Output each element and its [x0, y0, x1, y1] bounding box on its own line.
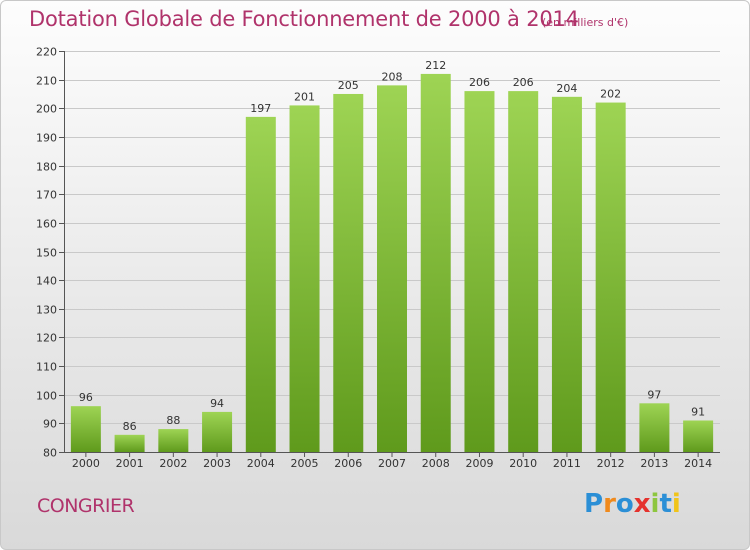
y-tick-label: 190	[36, 132, 57, 145]
x-tick-label: 2001	[116, 457, 144, 470]
y-tick-label: 220	[36, 46, 57, 59]
y-tick-label: 210	[36, 75, 57, 88]
data-label: 201	[294, 90, 315, 103]
proxiti-logo[interactable]: Proxiti	[584, 489, 681, 519]
bar[interactable]	[289, 105, 320, 453]
data-label: 206	[469, 76, 490, 89]
data-label: 96	[79, 391, 93, 404]
bar[interactable]	[377, 85, 407, 452]
data-label: 91	[691, 405, 705, 418]
bars	[70, 73, 714, 453]
bar[interactable]	[70, 406, 101, 452]
y-tick-label: 140	[36, 275, 57, 288]
bar[interactable]	[595, 102, 626, 453]
x-tick-label: 2009	[465, 457, 493, 470]
data-label: 206	[513, 76, 534, 89]
x-tick-label: 2007	[378, 457, 406, 470]
y-tick-label: 110	[36, 361, 57, 374]
data-label: 97	[647, 388, 661, 401]
bar[interactable]	[639, 403, 670, 452]
x-tick-label: 2006	[334, 457, 362, 470]
x-tick-label: 2013	[640, 457, 668, 470]
x-tick-label: 2002	[159, 457, 187, 470]
data-label: 204	[556, 82, 577, 95]
data-label: 197	[250, 102, 271, 115]
y-tick-label: 200	[36, 103, 57, 116]
chart-title: Dotation Globale de Fonctionnement de 20…	[29, 7, 579, 31]
bar[interactable]	[464, 91, 495, 452]
logo-letter: i	[650, 489, 660, 519]
x-tick-label: 2011	[553, 457, 581, 470]
bar[interactable]	[508, 91, 539, 452]
bar[interactable]	[551, 96, 582, 452]
data-label: 205	[338, 79, 359, 92]
x-tick-label: 2005	[291, 457, 319, 470]
y-tick-label: 90	[43, 418, 57, 431]
logo-letter: i	[671, 489, 681, 519]
x-tick-label: 2003	[203, 457, 231, 470]
data-label: 86	[123, 420, 137, 433]
bar[interactable]	[683, 420, 714, 452]
bar[interactable]	[202, 411, 233, 452]
x-tick-label: 2010	[509, 457, 537, 470]
y-tick-label: 180	[36, 161, 57, 174]
logo-letter: r	[603, 489, 616, 519]
bar[interactable]	[158, 429, 189, 452]
y-tick-label: 80	[43, 447, 57, 460]
x-tick-label: 2008	[422, 457, 450, 470]
bar[interactable]	[245, 116, 276, 452]
logo-letter: t	[659, 489, 672, 519]
y-tick-label: 130	[36, 304, 57, 317]
x-tick-label: 2004	[247, 457, 275, 470]
unit-label: (en milliers d'€)	[542, 16, 629, 29]
x-tick-label: 2012	[597, 457, 625, 470]
logo-letter: x	[633, 489, 651, 519]
labels: 80 90 100 110 120 130 140 150 160 170 180 190 200 210…	[36, 46, 712, 471]
data-label: 94	[210, 397, 224, 410]
bar[interactable]	[114, 434, 145, 452]
y-tick-label: 150	[36, 247, 57, 260]
data-label: 88	[166, 414, 180, 427]
data-label: 202	[600, 88, 621, 101]
x-tick-label: 2014	[684, 457, 712, 470]
y-tick-label: 120	[36, 332, 57, 345]
axes	[59, 51, 720, 457]
y-tick-label: 160	[36, 218, 57, 231]
data-label: 212	[425, 59, 446, 72]
bar[interactable]	[420, 73, 451, 453]
bar[interactable]	[333, 93, 364, 452]
logo-letter: o	[615, 489, 634, 519]
y-tick-label: 170	[36, 189, 57, 202]
y-tick-label: 100	[36, 390, 57, 403]
data-label: 208	[382, 70, 403, 83]
x-tick-label: 2000	[72, 457, 100, 470]
commune-name: CONGRIER	[37, 495, 135, 517]
logo-letter: P	[584, 489, 604, 519]
